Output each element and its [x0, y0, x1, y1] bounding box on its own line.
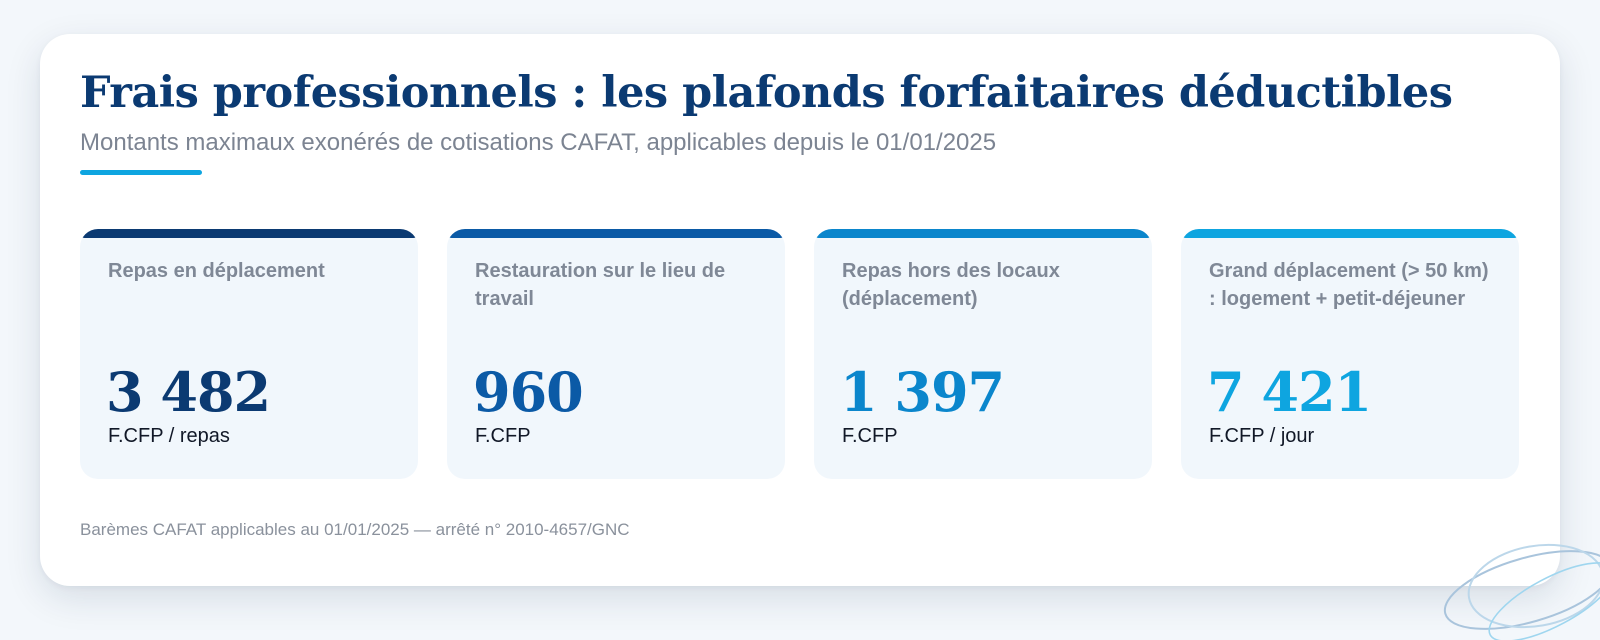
stat-card-repas-hors-locaux: Repas hors des locaux (déplacement) 1 39… — [814, 229, 1152, 479]
stat-value: 1 397 — [840, 360, 1005, 424]
source-footnote: Barèmes CAFAT applicables au 01/01/2025 … — [80, 520, 630, 539]
stat-value: 3 482 — [106, 360, 271, 424]
stat-unit: F.CFP / repas — [108, 425, 230, 447]
stat-card-repas-deplacement: Repas en déplacement 3 482 F.CFP / repas — [80, 229, 418, 479]
deco-ellipse-middle — [1467, 543, 1600, 629]
stat-card-restauration-lieu-travail: Restauration sur le lieu de travail 960 … — [447, 229, 785, 479]
stat-color-bar — [80, 229, 418, 238]
stat-color-bar — [1181, 229, 1519, 238]
decorative-ellipses — [1443, 543, 1600, 640]
stat-value: 7 421 — [1207, 360, 1372, 424]
stat-unit: F.CFP / jour — [1209, 425, 1315, 447]
stat-label: Grand déplacement (> 50 km) : logement +… — [1209, 260, 1489, 310]
stats-row: Repas en déplacement 3 482 F.CFP / repas… — [80, 229, 1520, 479]
deco-ellipse-inner — [1488, 562, 1600, 640]
deco-ellipse-outer — [1443, 550, 1600, 630]
stat-unit: F.CFP — [475, 425, 531, 447]
stat-card-grand-deplacement: Grand déplacement (> 50 km) : logement +… — [1181, 229, 1519, 479]
stat-label: Repas hors des locaux (déplacement) — [842, 260, 1060, 310]
stat-color-bar — [814, 229, 1152, 238]
title-accent-bar — [80, 170, 202, 175]
stat-label: Repas en déplacement — [108, 260, 325, 282]
stat-value: 960 — [473, 360, 584, 424]
stat-unit: F.CFP — [842, 425, 898, 447]
stat-label: Restauration sur le lieu de travail — [475, 260, 726, 310]
page-title: Frais professionnels : les plafonds forf… — [80, 68, 1453, 118]
infographic-card: Frais professionnels : les plafonds forf… — [40, 34, 1560, 586]
page-subtitle: Montants maximaux exonérés de cotisation… — [80, 129, 997, 156]
stat-color-bar — [447, 229, 785, 238]
